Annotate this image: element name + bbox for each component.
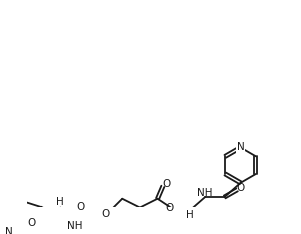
Text: N: N bbox=[237, 143, 244, 153]
Text: O: O bbox=[162, 179, 170, 189]
Text: H: H bbox=[56, 197, 64, 207]
Text: O: O bbox=[101, 209, 110, 219]
Text: O: O bbox=[27, 218, 36, 228]
Text: NH: NH bbox=[67, 221, 82, 231]
Text: O: O bbox=[237, 183, 245, 193]
Text: O: O bbox=[165, 203, 173, 212]
Text: N: N bbox=[5, 227, 13, 234]
Text: NH: NH bbox=[197, 187, 212, 197]
Text: O: O bbox=[76, 202, 85, 212]
Text: H: H bbox=[186, 210, 194, 220]
